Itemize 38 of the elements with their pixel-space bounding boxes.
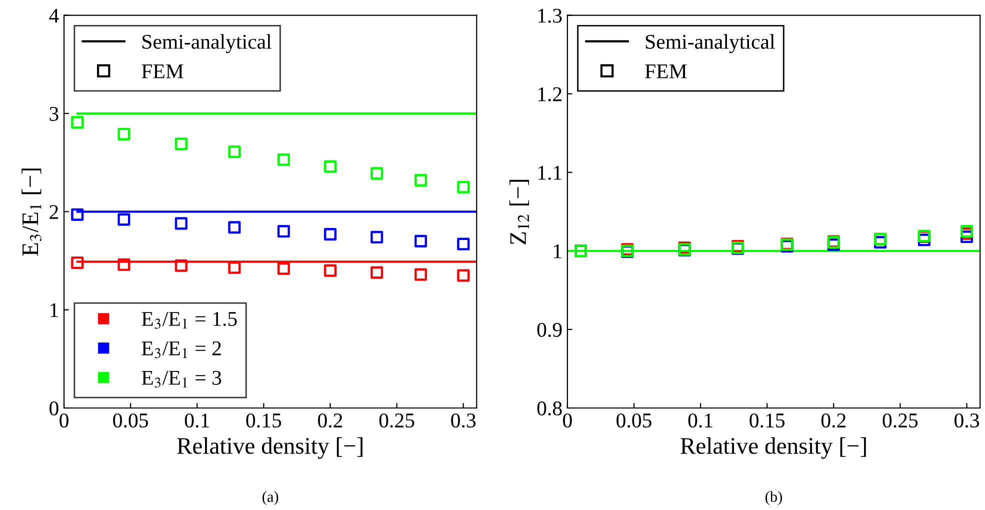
y-tick-label: 0 xyxy=(50,401,58,416)
legend-label: E$_{3}$/E$_{1}$ = 2 xyxy=(142,341,221,358)
y-tick-label: 2 xyxy=(50,205,58,219)
x-tick-label: 0.25 xyxy=(882,413,918,428)
y-tick-label: 1.2 xyxy=(538,87,562,102)
text: (b) xyxy=(766,491,782,506)
x-tick-label: 0.05 xyxy=(113,413,148,428)
x-tick-label: 0.15 xyxy=(750,413,785,428)
annotation: FEM xyxy=(645,64,687,78)
annotation: FEM xyxy=(142,64,184,78)
annotation: Semi-analytical xyxy=(142,34,272,54)
annotation: Semi-analytical xyxy=(646,34,775,54)
y-tick-label: 0.8 xyxy=(537,401,562,416)
legend-label: E$_{3}$/E$_{1}$ = 3 xyxy=(142,370,222,388)
y-tick-label: 1.1 xyxy=(538,166,562,180)
x-tick-label: 0.05 xyxy=(616,413,652,428)
y-axis-title: Z$_{12}$ [−] xyxy=(509,180,529,244)
y-tick-label: 4 xyxy=(49,8,59,23)
x-tick-label: 0.2 xyxy=(318,413,342,428)
y-tick-label: 0.9 xyxy=(537,322,562,337)
text: (a) xyxy=(262,491,278,506)
x-tick-label: 0.15 xyxy=(246,413,282,428)
y-tick-label: 3 xyxy=(50,106,58,121)
x-tick-label: 0.1 xyxy=(688,413,712,428)
x-axis-title: Relative density [−] xyxy=(680,437,866,459)
x-axis-title: Relative density [−] xyxy=(177,437,362,459)
y-tick-label: 1.3 xyxy=(538,8,562,23)
legend-label: E$_{3}$/E$_{1}$ = 1.5 xyxy=(142,312,237,329)
x-tick-label: 0.1 xyxy=(184,413,209,428)
y-tick-label: 1 xyxy=(50,303,58,318)
x-tick-label: 0 xyxy=(60,413,68,428)
x-tick-label: 0.25 xyxy=(379,413,414,428)
x-tick-label: 0 xyxy=(563,413,572,428)
x-tick-label: 0.3 xyxy=(954,413,979,428)
y-tick-label: 1 xyxy=(554,244,562,258)
x-tick-label: 0.3 xyxy=(451,413,476,428)
x-tick-label: 0.2 xyxy=(821,413,846,428)
y-axis-title: E$_{3}$/E$_{1}$ [−] xyxy=(22,168,42,256)
